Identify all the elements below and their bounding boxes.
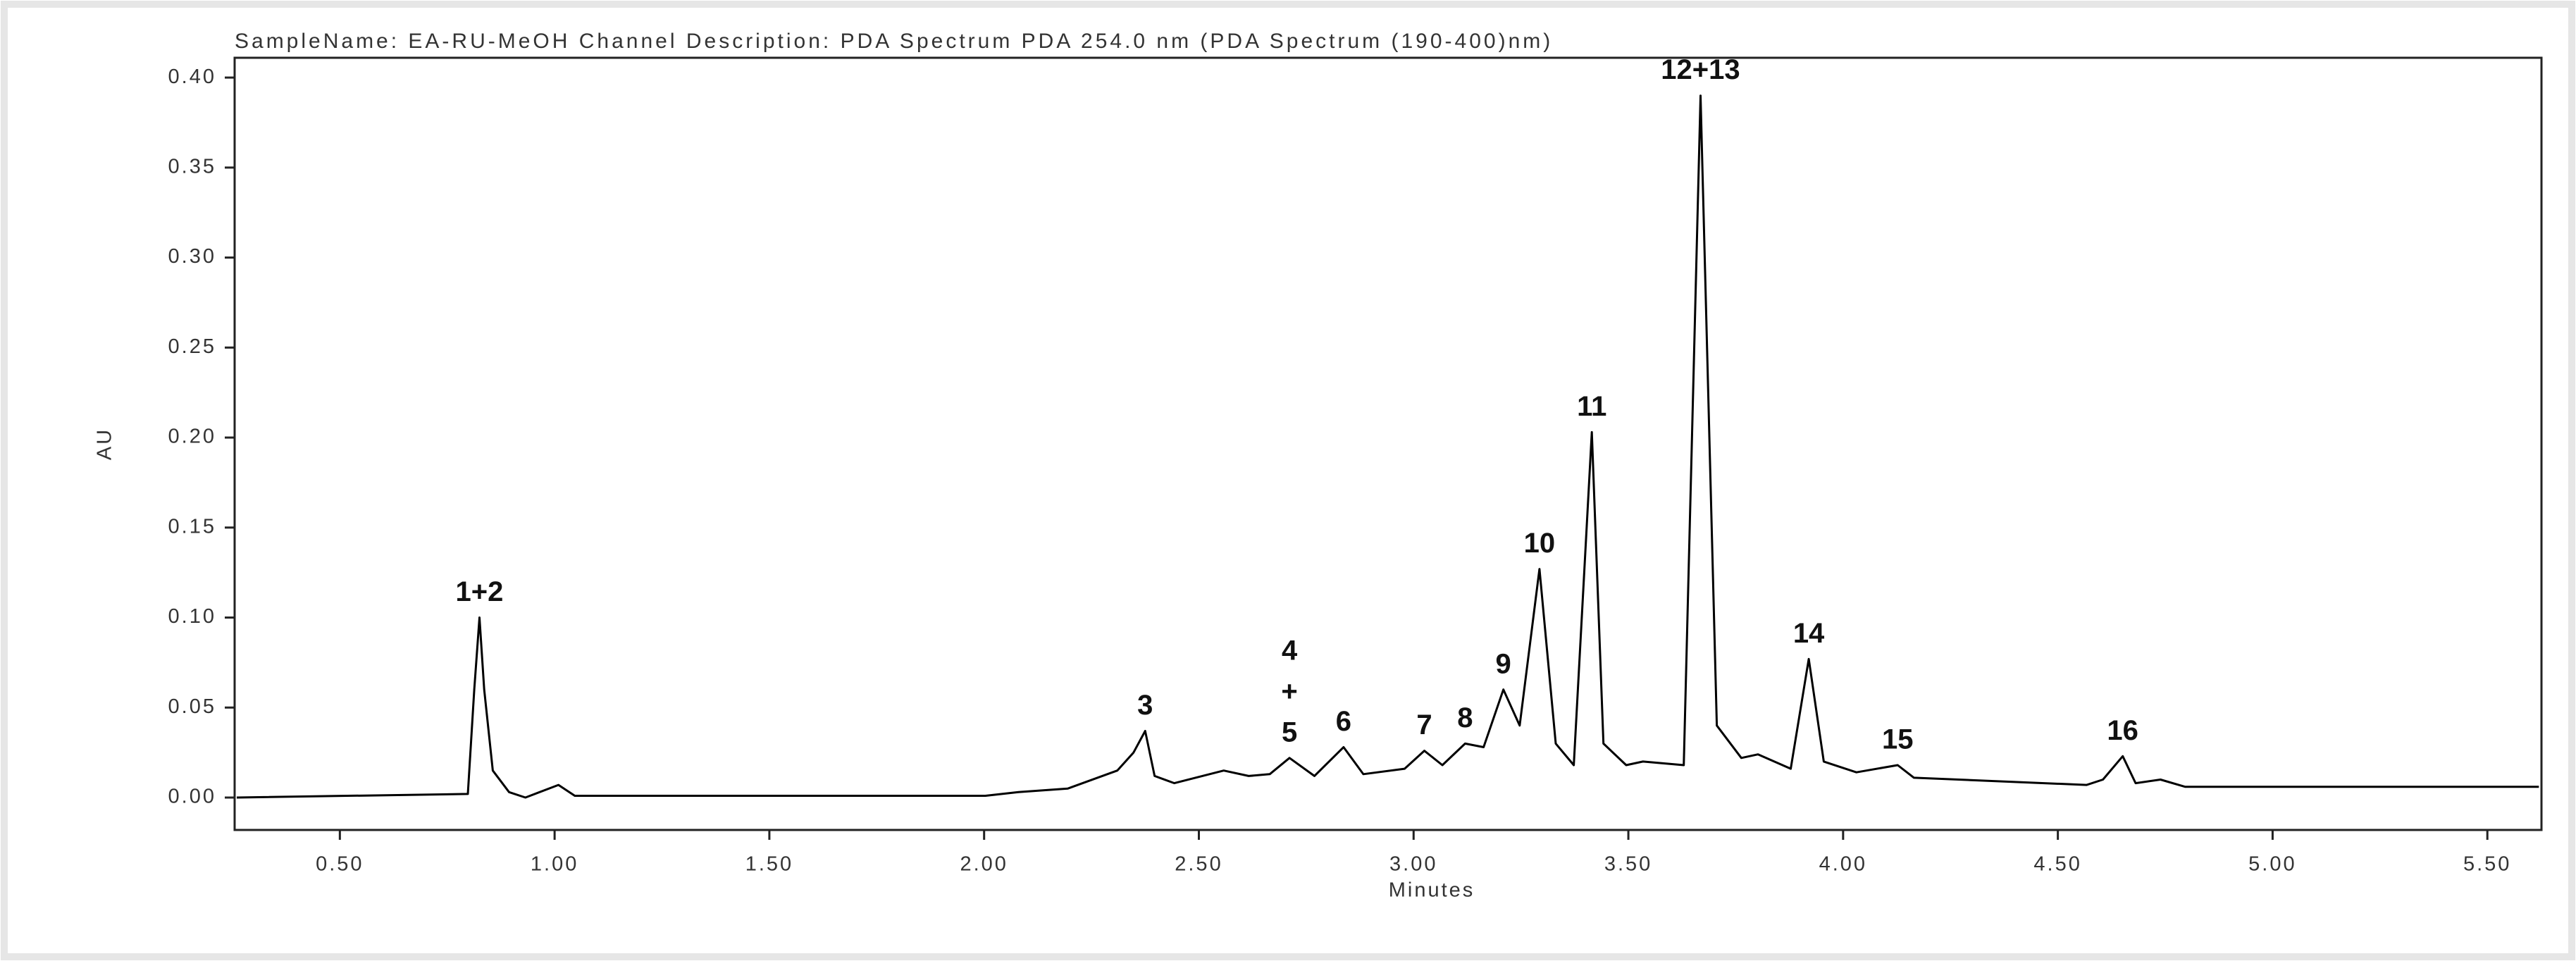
x-tick-label: 4.50	[2033, 853, 2081, 876]
peak-label: 1+2	[456, 576, 504, 607]
y-tick-label: 0.00	[168, 786, 216, 808]
peak-label: 9	[1496, 648, 1511, 679]
x-tick-label: 2.00	[960, 853, 1008, 876]
x-tick-label: 5.50	[2463, 853, 2511, 876]
x-tick-label: 3.00	[1389, 853, 1437, 876]
x-tick-label: 0.50	[316, 853, 364, 876]
y-tick-label: 0.15	[168, 515, 216, 538]
peak-label: 5	[1282, 717, 1297, 748]
y-tick-label: 0.40	[168, 66, 216, 88]
peak-label: +	[1281, 676, 1297, 707]
peak-label: 16	[2107, 715, 2138, 746]
x-tick-label: 2.50	[1175, 853, 1222, 876]
peak-label: 10	[1524, 528, 1556, 559]
y-tick-label: 0.20	[168, 426, 216, 448]
chart-title: SampleName: EA-RU-MeOH Channel Descripti…	[235, 30, 1553, 53]
x-tick-label: 1.00	[531, 853, 578, 876]
peak-label: 15	[1882, 724, 1914, 755]
y-tick-label: 0.25	[168, 335, 216, 358]
plot-area	[233, 56, 2543, 831]
peak-label: 4	[1282, 635, 1298, 666]
y-tick-label: 0.10	[168, 605, 216, 628]
peak-label: 3	[1137, 690, 1153, 721]
peak-label: 14	[1793, 618, 1825, 649]
x-tick-label: 5.00	[2248, 853, 2296, 876]
peak-label: 12+13	[1661, 54, 1740, 85]
peak-label: 8	[1457, 702, 1473, 733]
y-tick-label: 0.30	[168, 245, 216, 268]
y-tick-label: 0.05	[168, 695, 216, 718]
peak-label: 6	[1336, 706, 1351, 737]
x-tick-label: 3.50	[1604, 853, 1652, 876]
y-tick-label: 0.35	[168, 155, 216, 178]
peak-label: 7	[1416, 709, 1432, 740]
chromatogram-line	[236, 94, 2539, 799]
x-axis-label: Minutes	[1389, 879, 1475, 902]
peak-label: 11	[1577, 391, 1606, 422]
x-tick-label: 4.00	[1819, 853, 1867, 876]
x-tick-label: 1.50	[745, 853, 793, 876]
y-axis-label: AU	[94, 428, 116, 460]
